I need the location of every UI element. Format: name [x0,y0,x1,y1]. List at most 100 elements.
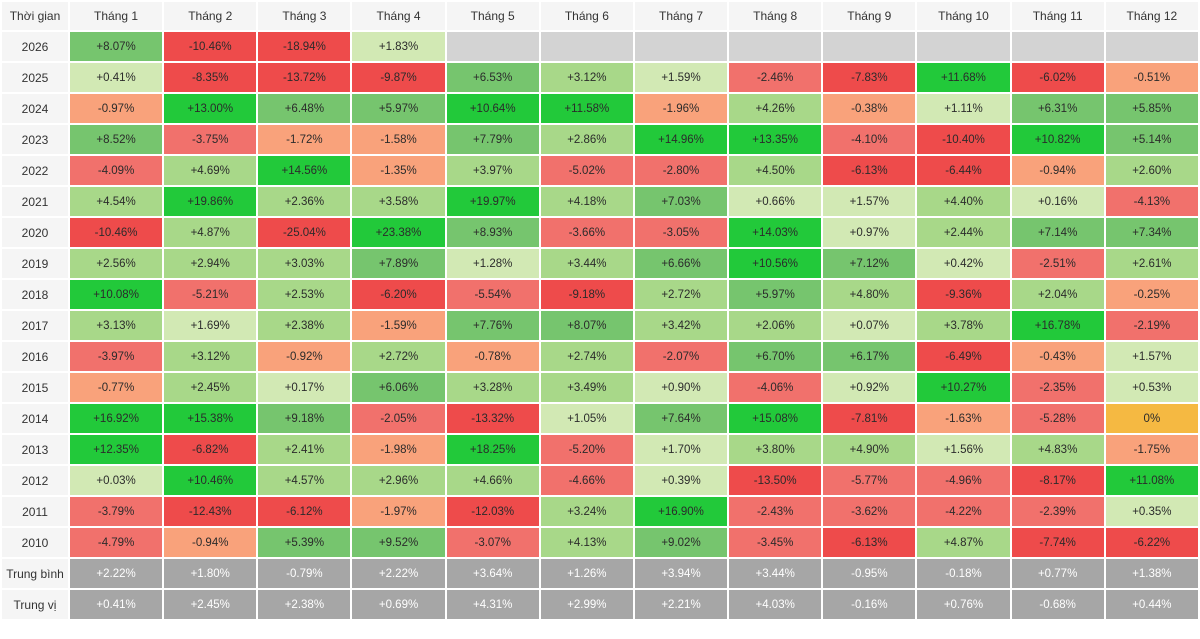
heatmap-cell: -1.96% [632,92,730,125]
heatmap-cell: -0.51% [1103,61,1200,94]
heatmap-cell: +8.52% [67,123,165,156]
heatmap-cell: +1.59% [632,61,730,94]
heatmap-cell: -3.66% [538,216,635,249]
heatmap-cell: +2.41% [256,433,353,466]
heatmap-cell: -13.32% [444,402,541,435]
heatmap-cell: +15.38% [162,402,259,435]
heatmap-cell: +2.44% [915,216,1012,249]
heatmap-cell: -4.79% [67,526,165,559]
heatmap-cell: -1.35% [350,154,447,187]
heatmap-cell: +4.40% [915,185,1012,218]
heatmap-cell: +3.78% [915,309,1012,342]
heatmap-cell: -0.92% [256,340,353,373]
heatmap-cell: +2.38% [256,309,353,342]
corner-header: Thời gian [0,0,70,32]
heatmap-cell: +2.96% [350,464,447,497]
heatmap-cell: +0.97% [821,216,918,249]
summary-cell: +4.03% [727,588,824,621]
month-header: Tháng 10 [915,0,1012,32]
heatmap-cell: +5.39% [256,526,353,559]
heatmap-cell: +16.92% [67,402,165,435]
year-row: 2023 +8.52% -3.75% -1.72% -1.58% +7.79% +2.86%… [0,123,1200,156]
heatmap-cell: +2.36% [256,185,353,218]
month-header: Tháng 11 [1009,0,1106,32]
year-label: 2010 [0,526,70,559]
empty-cell [632,30,730,63]
summary-cell: +1.38% [1103,557,1200,590]
heatmap-cell: +1.70% [632,433,730,466]
heatmap-cell: +14.03% [727,216,824,249]
year-label: 2015 [0,371,70,404]
month-header: Tháng 8 [727,0,824,32]
heatmap-cell: +2.60% [1103,154,1200,187]
heatmap-cell: 0% [1103,402,1200,435]
year-label: 2014 [0,402,70,435]
heatmap-cell: -2.35% [1009,371,1106,404]
heatmap-cell: +8.93% [444,216,541,249]
heatmap-cell: -10.40% [915,123,1012,156]
heatmap-cell: -1.63% [915,402,1012,435]
heatmap-cell: -6.22% [1103,526,1200,559]
heatmap-cell: -6.49% [915,340,1012,373]
heatmap-cell: +1.83% [350,30,447,63]
heatmap-cell: -3.97% [67,340,165,373]
heatmap-cell: +2.94% [162,247,259,280]
summary-cell: -0.68% [1009,588,1106,621]
heatmap-cell: +3.42% [632,309,730,342]
heatmap-cell: -12.03% [444,495,541,528]
heatmap-cell: -2.39% [1009,495,1106,528]
heatmap-cell: -1.98% [350,433,447,466]
heatmap-cell: +4.50% [727,154,824,187]
heatmap-cell: -4.22% [915,495,1012,528]
heatmap-cell: +3.12% [538,61,635,94]
heatmap-cell: +4.90% [821,433,918,466]
year-label: 2020 [0,216,70,249]
heatmap-cell: +2.04% [1009,278,1106,311]
year-label: 2017 [0,309,70,342]
heatmap-cell: +7.79% [444,123,541,156]
heatmap-cell: +0.92% [821,371,918,404]
empty-cell [1103,30,1200,63]
heatmap-cell: -4.66% [538,464,635,497]
heatmap-cell: +4.87% [915,526,1012,559]
table-body: 2026 +8.07% -10.46% -18.94% +1.83% 2025 +0.41%… [0,30,1200,621]
heatmap-cell: -2.07% [632,340,730,373]
summary-cell: -0.18% [915,557,1012,590]
heatmap-cell: +3.80% [727,433,824,466]
heatmap-cell: +0.41% [67,61,165,94]
summary-cell: +2.22% [350,557,447,590]
heatmap-cell: +0.16% [1009,185,1106,218]
heatmap-cell: -10.46% [67,216,165,249]
heatmap-cell: +4.83% [1009,433,1106,466]
year-row: 2021 +4.54% +19.86% +2.36% +3.58% +19.97% +4.1… [0,185,1200,218]
heatmap-cell: -8.35% [162,61,259,94]
heatmap-cell: +1.05% [538,402,635,435]
heatmap-cell: +9.02% [632,526,730,559]
heatmap-cell: +5.85% [1103,92,1200,125]
year-row: 2016 -3.97% +3.12% -0.92% +2.72% -0.78% +2.74%… [0,340,1200,373]
heatmap-cell: +6.53% [444,61,541,94]
heatmap-cell: -6.13% [821,154,918,187]
empty-cell [444,30,541,63]
year-label: 2024 [0,92,70,125]
year-label: 2018 [0,278,70,311]
heatmap-cell: +3.44% [538,247,635,280]
heatmap-cell: -1.75% [1103,433,1200,466]
empty-cell [915,30,1012,63]
heatmap-cell: -5.02% [538,154,635,187]
heatmap-cell: -0.78% [444,340,541,373]
heatmap-cell: +4.66% [444,464,541,497]
heatmap-cell: +1.57% [821,185,918,218]
returns-heatmap-table: Thời gian Tháng 1 Tháng 2 Tháng 3 Tháng 4 Th… [0,0,1200,621]
heatmap-cell: -4.13% [1103,185,1200,218]
heatmap-cell: -2.80% [632,154,730,187]
summary-cell: +0.44% [1103,588,1200,621]
heatmap-cell: -6.02% [1009,61,1106,94]
heatmap-cell: -18.94% [256,30,353,63]
summary-cell: +1.80% [162,557,259,590]
heatmap-cell: +18.25% [444,433,541,466]
year-row: 2012 +0.03% +10.46% +4.57% +2.96% +4.66% -4.66… [0,464,1200,497]
heatmap-cell: +7.03% [632,185,730,218]
heatmap-cell: +7.76% [444,309,541,342]
year-label: 2026 [0,30,70,63]
